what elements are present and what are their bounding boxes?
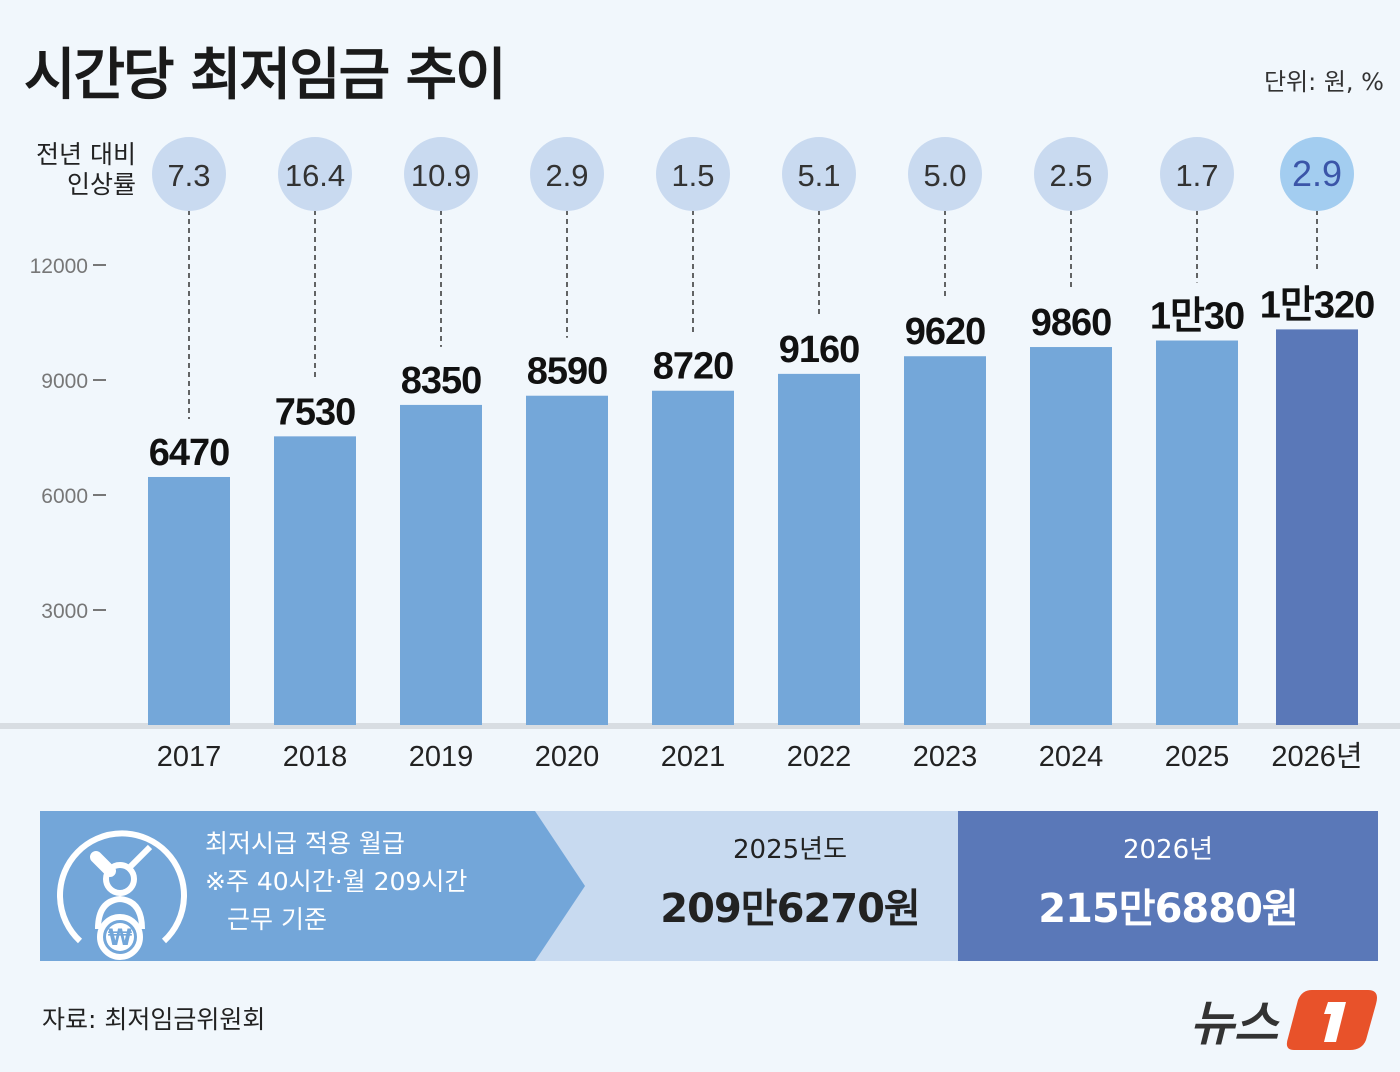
- growth-rate-label: 5.1: [797, 158, 840, 193]
- banner-description: 최저시급 적용 월급 ※주 40시간·월 209시간 근무 기준: [205, 825, 467, 939]
- monthly-wage-banner: ₩ 최저시급 적용 월급 ※주 40시간·월 209시간 근무 기준 2025년…: [40, 811, 1378, 961]
- bar-value-label: 8720: [653, 346, 734, 388]
- bar-value-label: 9620: [905, 311, 986, 353]
- x-tick-label: 2019: [409, 741, 474, 773]
- bar: [274, 436, 356, 725]
- wage-2026-label: 2026년: [1122, 835, 1214, 865]
- bar-value-label: 6470: [149, 432, 230, 474]
- bar-value-label: 8590: [527, 351, 608, 393]
- clock-wage-icon: ₩: [57, 830, 187, 960]
- wage-2025-label: 2025년도: [732, 835, 847, 865]
- source-note: 자료: 최저임금위원회: [42, 1005, 266, 1034]
- growth-rate-circle: [656, 137, 730, 211]
- growth-rate-circle: [278, 137, 352, 211]
- bar: [904, 356, 986, 725]
- growth-rate-circle: [1034, 137, 1108, 211]
- growth-rate-label: 7.3: [167, 158, 210, 193]
- unit-label: 단위: 원, %: [1263, 68, 1384, 96]
- growth-rate-circle: [404, 137, 478, 211]
- bar-value-label: 9860: [1031, 302, 1112, 344]
- bar-value-label: 7530: [275, 391, 356, 433]
- wage-2025: 2025년도 209만6270원: [600, 811, 980, 961]
- bar: [1276, 329, 1358, 725]
- growth-rate-circle: [1160, 137, 1234, 211]
- x-tick-label: 2018: [283, 741, 348, 773]
- x-tick-label: 2020: [535, 741, 600, 773]
- growth-rate-label: 2.9: [545, 158, 588, 193]
- news1-logo: 뉴스: [1190, 990, 1377, 1052]
- chart-title: 시간당 최저임금 추이: [24, 43, 507, 108]
- bar: [652, 390, 734, 725]
- x-tick-label: 2025: [1165, 741, 1230, 773]
- bar: [526, 395, 608, 725]
- bar-value-label: 9160: [779, 329, 860, 371]
- bar: [1030, 347, 1112, 725]
- wage-2025-amount: 209만6270원: [660, 886, 920, 932]
- growth-rate-label: 1.5: [671, 158, 714, 193]
- growth-rate-label: 1.7: [1175, 158, 1218, 193]
- growth-rate-circle: [782, 137, 856, 211]
- growth-rate-label: 2.9: [1292, 153, 1342, 194]
- x-tick-label: 2026년: [1271, 741, 1362, 773]
- bar: [148, 476, 230, 725]
- x-tick-label: 2023: [913, 741, 978, 773]
- wage-2026-amount: 215만6880원: [1038, 886, 1298, 932]
- growth-rate-label: 5.0: [923, 158, 966, 193]
- bar: [400, 404, 482, 725]
- bar-value-label: 1만320: [1260, 284, 1375, 326]
- y-tick-label: 3000: [41, 600, 88, 623]
- svg-text:뉴스: 뉴스: [1190, 996, 1280, 1052]
- x-tick-label: 2022: [787, 741, 852, 773]
- growth-rate-label: 16.4: [285, 158, 345, 193]
- y-tick-label: 9000: [41, 370, 88, 393]
- growth-rate-label: 2.5: [1049, 158, 1092, 193]
- y-tick-label: 12000: [30, 255, 88, 278]
- bar-value-label: 1만30: [1150, 296, 1244, 338]
- wage-2026: 2026년 215만6880원: [958, 811, 1378, 961]
- growth-rate-label: 전년 대비 인상률: [20, 140, 136, 200]
- bar-value-label: 8350: [401, 360, 482, 402]
- x-tick-label: 2017: [157, 741, 222, 773]
- growth-rate-label: 10.9: [411, 158, 471, 193]
- banner-background: ₩: [40, 811, 1378, 961]
- x-tick-label: 2024: [1039, 741, 1104, 773]
- banner-heading: 최저시급 적용 월급: [205, 829, 405, 858]
- x-tick-label: 2021: [661, 741, 726, 773]
- growth-rate-label-line2: 인상률: [66, 170, 136, 199]
- growth-rate-circle: [530, 137, 604, 211]
- bar-chart: 3000 6000 9000 12000 7.3 6470 2017 16.4 7530 2018…: [0, 137, 1400, 773]
- growth-rate-circle: [1280, 137, 1354, 211]
- growth-rate-label-line1: 전년 대비: [36, 140, 136, 169]
- bar: [1156, 340, 1238, 725]
- banner-note-2: 근무 기준: [227, 905, 327, 934]
- y-tick-label: 6000: [41, 485, 88, 508]
- svg-text:₩: ₩: [108, 926, 132, 951]
- growth-rate-circle: [152, 137, 226, 211]
- banner-note: ※주 40시간·월 209시간: [205, 867, 468, 896]
- bar: [778, 373, 860, 725]
- x-axis-baseline: [0, 723, 1400, 729]
- growth-rate-circle: [908, 137, 982, 211]
